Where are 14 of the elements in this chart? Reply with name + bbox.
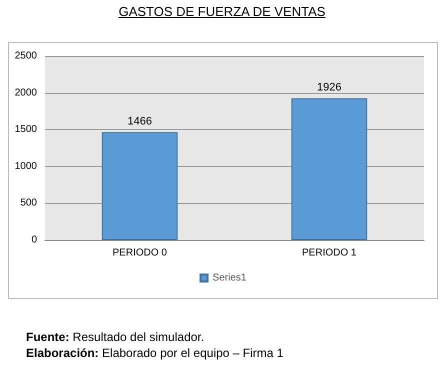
text: Elaboración: Elaborado por el equipo – Firma 1 — [26, 345, 284, 361]
y-tick-label: 1500 — [14, 124, 38, 136]
y-tick-label: 1000 — [14, 160, 38, 172]
y-tick-label: 0 — [31, 234, 38, 246]
y-tick-label: 2500 — [14, 50, 38, 62]
chart-title: GASTOS DE FUERZA DE VENTAS — [118, 4, 326, 19]
y-tick-label: 500 — [20, 198, 38, 209]
y-tick-label: 2000 — [14, 87, 38, 98]
legend-label: Series1 — [212, 272, 247, 284]
data-label: 1466 — [128, 116, 152, 128]
source-note: Fuente: Resultado del simulador. — [26, 329, 206, 345]
x-tick-label: PERIODO 1 — [302, 248, 357, 258]
data-label: 1926 — [317, 82, 342, 94]
x-tick-label: PERIODO 0 — [112, 248, 168, 258]
